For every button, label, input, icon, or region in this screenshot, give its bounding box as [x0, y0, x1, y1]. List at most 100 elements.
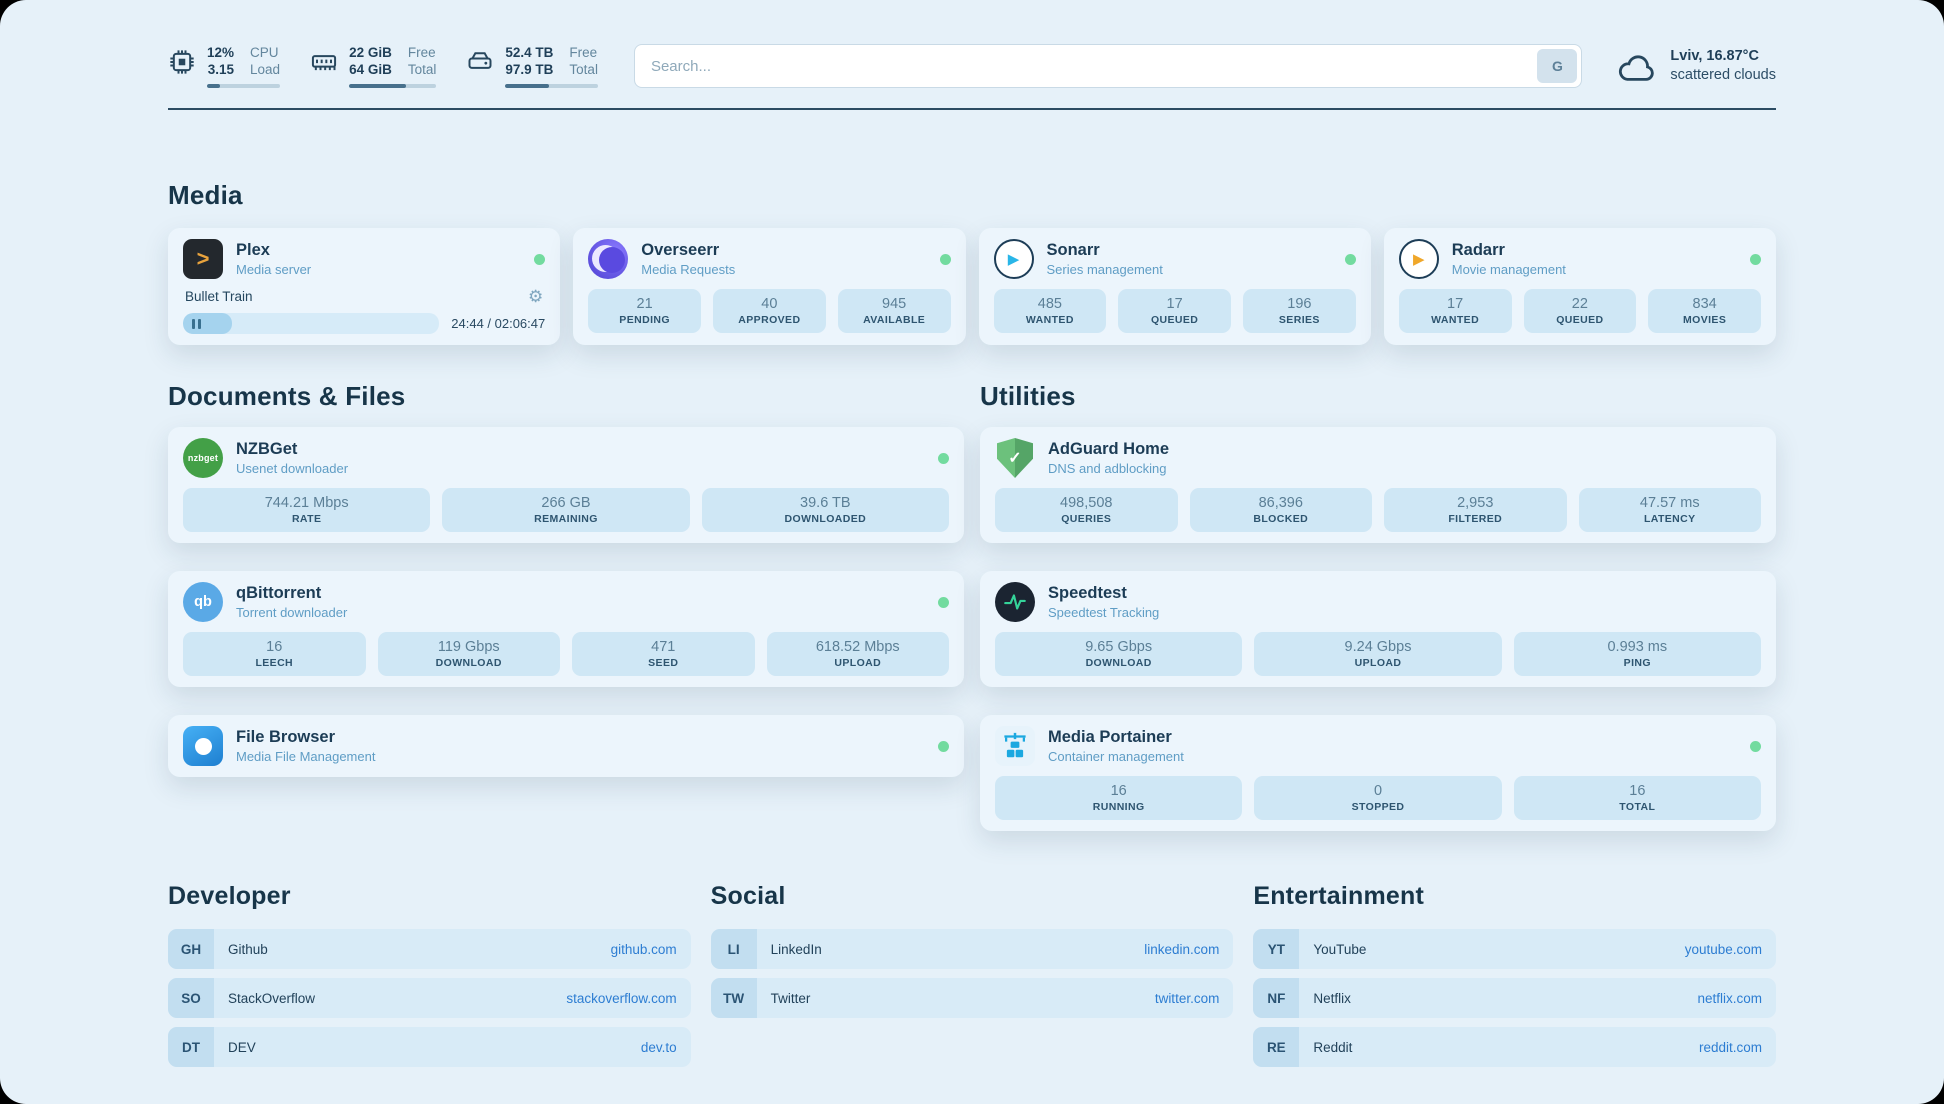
service-subtitle: Media server	[236, 262, 312, 277]
stat-value: 485	[1037, 296, 1062, 312]
service-subtitle: Media Requests	[641, 262, 736, 277]
section-title-utilities: Utilities	[980, 381, 1076, 411]
status-dot	[938, 740, 949, 752]
stat-value: 618.52 Mbps	[815, 639, 900, 655]
memory-free-value: 22 GiB	[349, 44, 392, 60]
documents-column: Documents & Files nzbget NZBGet Usenet d…	[168, 381, 964, 831]
stat-value: 945	[882, 296, 907, 312]
bookmark-twitter[interactable]: TW Twitter twitter.com	[710, 978, 1234, 1018]
status-dot	[1750, 740, 1761, 752]
stat-label: RATE	[291, 513, 322, 525]
stat-label: UPLOAD	[1354, 657, 1402, 669]
playback-progress-bar[interactable]	[183, 313, 440, 334]
radarr-icon: ▶	[1398, 239, 1439, 279]
bookmark-name: Github	[228, 941, 268, 957]
service-card-overseerr[interactable]: Overseerr Media Requests 21 PENDING 40 A…	[573, 228, 966, 345]
cpu-load-label: Load	[250, 61, 281, 77]
pause-icon[interactable]	[192, 318, 201, 329]
bookmark-abbr: GH	[168, 929, 214, 969]
nzbget-stat-rate: 744.21 Mbps RATE	[183, 488, 431, 532]
status-dot	[1344, 253, 1356, 265]
top-bar: 12% CPU 3.15 Load 22 GiB Free 64	[168, 0, 1776, 88]
service-card-radarr[interactable]: ▶ Radarr Movie management 17 WANTED 22 Q…	[1383, 228, 1776, 345]
bookmark-abbr: SO	[168, 978, 214, 1018]
stat-value: 9.24 Gbps	[1344, 639, 1412, 655]
bookmark-dev[interactable]: DT DEV dev.to	[168, 1027, 691, 1067]
section-title-social: Social	[710, 882, 786, 910]
bookmark-abbr: DT	[168, 1027, 214, 1067]
sonarr-stat-series: 196 SERIES	[1243, 289, 1356, 333]
bookmark-abbr: NF	[1253, 978, 1300, 1018]
service-subtitle: Container management	[1048, 749, 1184, 764]
weather-condition: scattered clouds	[1670, 67, 1776, 83]
memory-widget: 22 GiB Free 64 GiB Total	[310, 44, 437, 88]
status-dot	[938, 452, 949, 464]
memory-icon	[310, 48, 338, 76]
now-playing-title: Bullet Train	[185, 289, 253, 304]
gear-icon[interactable]: ⚙	[528, 287, 544, 306]
bookmarks-developer: Developer GH Github github.com SO StackO…	[168, 881, 691, 1076]
bookmark-name: StackOverflow	[228, 990, 316, 1006]
stat-value: 16	[1629, 783, 1646, 799]
service-subtitle: DNS and adblocking	[1048, 461, 1167, 476]
service-name: NZBGet	[236, 440, 298, 458]
service-card-sonarr[interactable]: ▶ Sonarr Series management 485 WANTED 17…	[978, 228, 1371, 345]
stat-value: 2,953	[1457, 495, 1494, 511]
adguard-icon: ✓	[997, 438, 1033, 478]
service-card-filebrowser[interactable]: File Browser Media File Management	[168, 715, 964, 777]
radarr-stat-queued: 22 QUEUED	[1523, 289, 1637, 333]
stat-label: AVAILABLE	[863, 314, 926, 326]
service-name: Plex	[236, 241, 270, 259]
portainer-stat-stopped: 0 STOPPED	[1254, 776, 1502, 820]
portainer-icon	[995, 726, 1035, 766]
stat-label: WANTED	[1431, 314, 1480, 326]
qbittorrent-stat-download: 119 Gbps DOWNLOAD	[377, 632, 560, 676]
bookmark-reddit[interactable]: RE Reddit reddit.com	[1253, 1027, 1776, 1067]
service-name: Overseerr	[641, 241, 720, 259]
stat-label: STOPPED	[1351, 801, 1405, 813]
cpu-usage-label: CPU	[250, 44, 279, 60]
stat-label: SERIES	[1278, 314, 1320, 326]
bookmark-linkedin[interactable]: LI LinkedIn linkedin.com	[710, 929, 1234, 969]
bookmark-name: DEV	[228, 1039, 256, 1055]
service-card-qbittorrent[interactable]: qb qBittorrent Torrent downloader 16 LEE…	[168, 571, 964, 687]
cpu-load-value: 3.15	[207, 61, 235, 77]
play-glyph: ▶	[1007, 250, 1020, 268]
qbittorrent-icon: qb	[183, 582, 223, 622]
service-card-adguard[interactable]: ✓ AdGuard Home DNS and adblocking 498,50…	[980, 427, 1776, 543]
bookmark-name: YouTube	[1313, 941, 1367, 957]
section-title-entertainment: Entertainment	[1253, 882, 1425, 910]
cpu-icon	[168, 48, 196, 76]
header-divider	[168, 108, 1776, 110]
status-dot	[534, 253, 546, 265]
disk-widget: 52.4 TB Free 97.9 TB Total	[466, 45, 598, 88]
section-title-media: Media	[168, 180, 243, 210]
nzbget-stat-remaining: 266 GB REMAINING	[442, 488, 690, 532]
service-subtitle: Usenet downloader	[236, 461, 349, 476]
bookmark-stackoverflow[interactable]: SO StackOverflow stackoverflow.com	[168, 978, 691, 1018]
cpu-progress-track	[207, 83, 281, 88]
bookmark-netflix[interactable]: NF Netflix netflix.com	[1253, 978, 1776, 1018]
stat-label: DOWNLOAD	[1085, 657, 1152, 669]
stat-value: 9.65 Gbps	[1085, 639, 1153, 655]
search-input[interactable]	[650, 57, 1538, 75]
bookmark-youtube[interactable]: YT YouTube youtube.com	[1253, 929, 1776, 969]
bookmark-name: LinkedIn	[770, 941, 822, 957]
stat-value: 47.57 ms	[1639, 495, 1700, 511]
speedtest-icon	[995, 582, 1035, 622]
service-card-nzbget[interactable]: nzbget NZBGet Usenet downloader 744.21 M…	[168, 427, 964, 543]
search-provider-button[interactable]: G	[1537, 49, 1578, 83]
service-card-plex[interactable]: > Plex Media server Bullet Train ⚙	[168, 228, 561, 345]
qbittorrent-stat-upload: 618.52 Mbps UPLOAD	[766, 632, 949, 676]
stat-value: 16	[1110, 783, 1127, 799]
bookmark-url: github.com	[610, 941, 677, 957]
playback-time: 24:44 / 02:06:47	[451, 316, 546, 331]
service-card-speedtest[interactable]: Speedtest Speedtest Tracking 9.65 Gbps D…	[980, 571, 1776, 687]
stat-value: 471	[651, 639, 676, 655]
stat-value: 266 GB	[541, 495, 591, 511]
bookmarks-social: Social LI LinkedIn linkedin.com TW Twitt…	[710, 881, 1234, 1027]
service-card-portainer[interactable]: Media Portainer Container management 16 …	[980, 715, 1776, 831]
bookmark-github[interactable]: GH Github github.com	[168, 929, 691, 969]
adguard-stat-latency: 47.57 ms LATENCY	[1578, 488, 1761, 532]
